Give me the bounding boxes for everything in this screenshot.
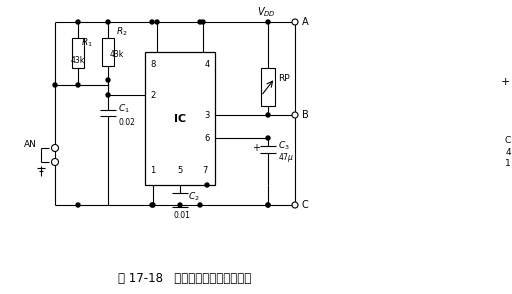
Circle shape [155, 20, 159, 24]
Circle shape [106, 93, 110, 97]
Circle shape [292, 112, 298, 118]
Circle shape [52, 158, 58, 166]
Circle shape [150, 20, 154, 24]
Text: +: + [252, 143, 260, 153]
Circle shape [266, 20, 270, 24]
Circle shape [151, 203, 155, 207]
Text: 0.01: 0.01 [174, 211, 190, 220]
Circle shape [52, 144, 58, 151]
Circle shape [198, 203, 202, 207]
Text: 5: 5 [177, 166, 183, 175]
Text: B: B [302, 110, 309, 120]
Text: 3: 3 [204, 111, 210, 119]
Text: $R_2$: $R_2$ [116, 26, 127, 38]
Bar [261, 68, 275, 106]
Circle shape [266, 203, 270, 207]
Text: IC: IC [174, 113, 186, 123]
Text: 43k: 43k [71, 56, 85, 64]
Circle shape [76, 20, 80, 24]
Text: $47\mu$: $47\mu$ [278, 151, 294, 163]
Text: $C_2$: $C_2$ [188, 191, 200, 203]
Circle shape [53, 83, 57, 87]
Circle shape [266, 203, 270, 207]
Text: C: C [505, 136, 511, 144]
Text: 2: 2 [151, 91, 156, 99]
Circle shape [198, 20, 202, 24]
Text: $C_1$: $C_1$ [118, 103, 130, 115]
Text: AN: AN [24, 139, 37, 148]
Circle shape [76, 203, 80, 207]
Circle shape [76, 83, 80, 87]
Bar [145, 52, 215, 185]
Text: 43k: 43k [110, 49, 124, 59]
Text: 4: 4 [204, 59, 209, 69]
Text: 0.02: 0.02 [118, 118, 135, 126]
Circle shape [178, 203, 182, 207]
Text: $C_3$: $C_3$ [278, 140, 290, 152]
Text: 4: 4 [505, 148, 511, 156]
Text: +: + [500, 77, 509, 87]
Text: 1: 1 [151, 166, 156, 175]
Text: 图 17-18   暗室曝光开关定时器电路: 图 17-18 暗室曝光开关定时器电路 [118, 271, 251, 285]
Circle shape [266, 113, 270, 117]
Text: RP: RP [278, 74, 290, 83]
Circle shape [106, 20, 110, 24]
Text: A: A [302, 17, 309, 27]
Text: 8: 8 [151, 59, 156, 69]
Bar [72, 38, 84, 68]
Text: C: C [302, 200, 309, 210]
Circle shape [106, 78, 110, 82]
Text: 1: 1 [505, 158, 511, 168]
Circle shape [150, 203, 154, 207]
Bar [102, 38, 114, 66]
Circle shape [201, 20, 205, 24]
Text: 6: 6 [204, 133, 210, 143]
Text: 7: 7 [202, 166, 208, 175]
Circle shape [292, 19, 298, 25]
Circle shape [266, 136, 270, 140]
Text: $R_1$: $R_1$ [81, 37, 93, 49]
Circle shape [292, 202, 298, 208]
Text: $V_{DD}$: $V_{DD}$ [257, 5, 275, 19]
Circle shape [205, 183, 209, 187]
